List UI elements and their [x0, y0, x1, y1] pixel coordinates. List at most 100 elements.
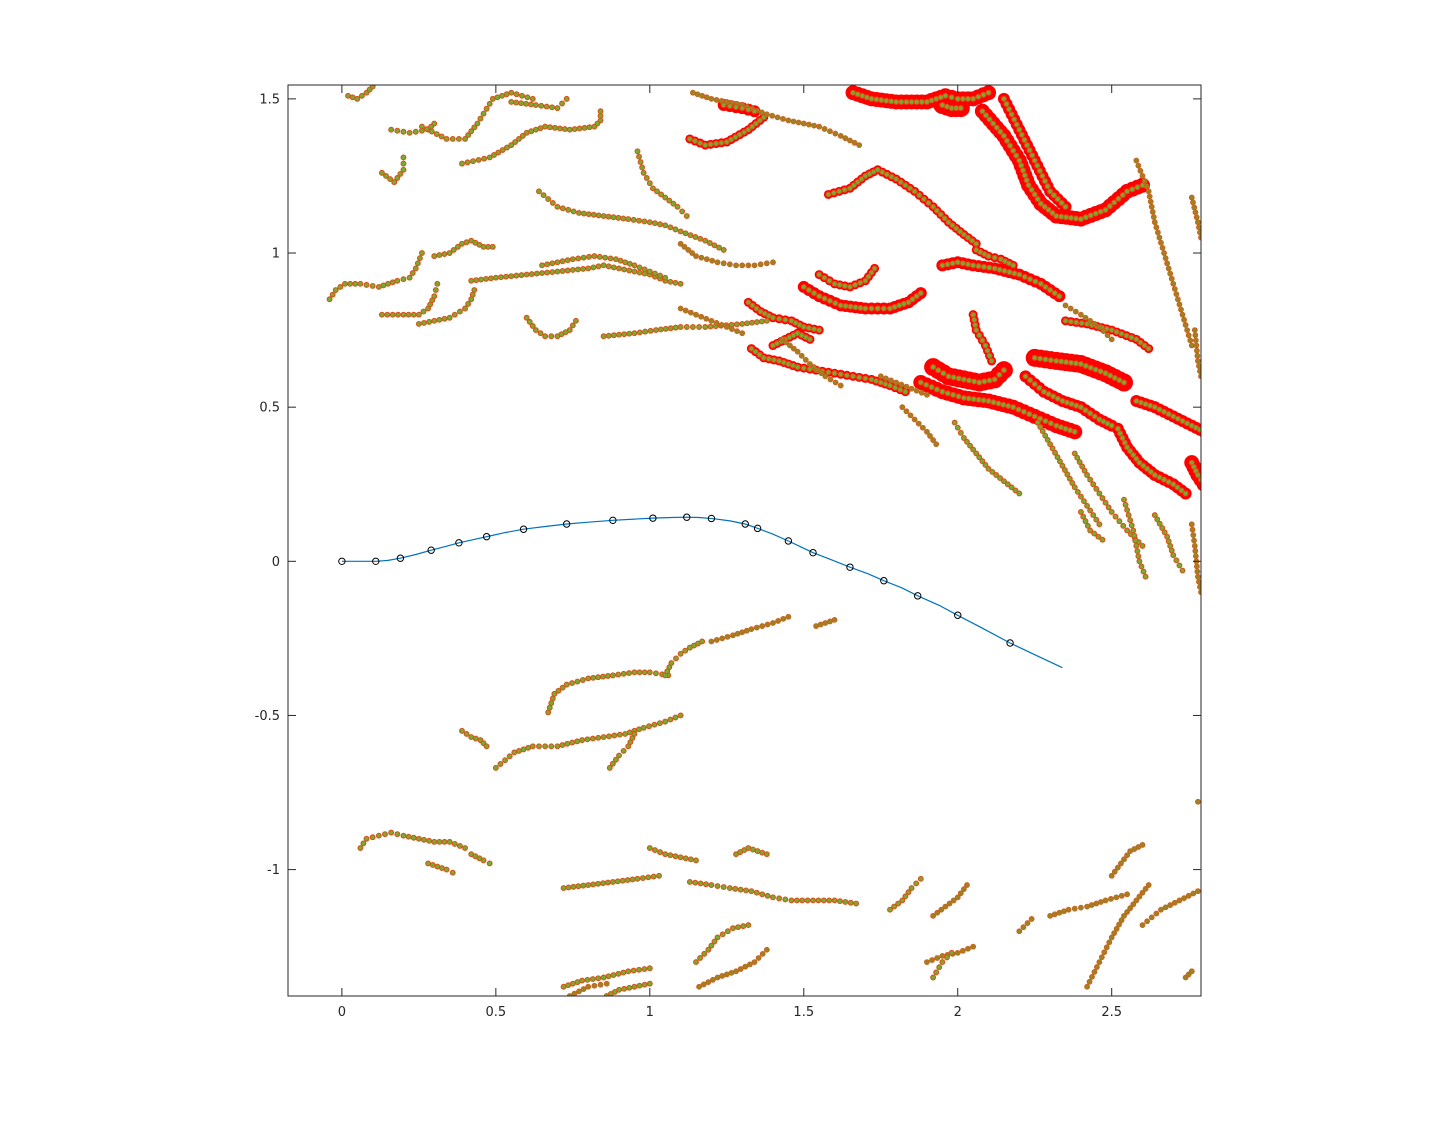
data-point	[821, 295, 828, 302]
data-point	[590, 211, 597, 218]
data-point	[495, 149, 502, 156]
data-point	[595, 674, 602, 681]
data-point	[540, 192, 547, 199]
data-point	[780, 615, 787, 622]
data-point	[832, 379, 839, 386]
data-point	[687, 232, 694, 239]
data-point	[679, 208, 686, 215]
data-point	[585, 211, 592, 218]
data-point	[616, 731, 623, 738]
data-point	[1067, 305, 1074, 312]
data-point	[1008, 484, 1015, 491]
data-point	[1078, 904, 1084, 911]
data-point	[935, 367, 942, 374]
data-point	[375, 832, 382, 839]
data-point	[865, 273, 872, 280]
data-point	[559, 205, 566, 212]
data-point	[754, 319, 760, 326]
data-point	[575, 255, 582, 262]
data-point	[606, 733, 612, 740]
data-point	[431, 253, 438, 260]
data-point	[887, 382, 893, 389]
data-point	[468, 128, 475, 135]
data-point	[746, 961, 753, 968]
trajectory-marker	[519, 525, 528, 533]
data-point	[1037, 200, 1044, 207]
data-point	[713, 319, 720, 326]
data-point	[1103, 944, 1110, 951]
data-point	[397, 170, 404, 177]
data-point	[342, 280, 348, 287]
data-point	[610, 332, 617, 339]
data-point	[600, 333, 607, 340]
data-point	[1071, 450, 1078, 457]
data-point	[719, 931, 726, 938]
data-point	[415, 311, 422, 318]
data-point	[934, 909, 941, 916]
data-point	[913, 99, 920, 105]
data-point	[674, 203, 681, 210]
data-point	[646, 669, 653, 676]
data-point	[983, 112, 989, 119]
data-point	[394, 277, 401, 284]
data-point	[1106, 939, 1113, 946]
data-point	[802, 356, 809, 363]
data-point	[552, 124, 558, 131]
data-point	[954, 259, 961, 266]
data-point	[810, 897, 816, 904]
data-point	[657, 221, 664, 228]
data-point	[959, 947, 966, 954]
data-point	[980, 91, 987, 98]
data-point	[1000, 478, 1007, 485]
data-point	[426, 318, 433, 325]
data-point	[1151, 512, 1158, 519]
data-point	[763, 317, 770, 324]
data-point	[753, 305, 760, 312]
data-point	[708, 317, 715, 324]
data-point	[662, 274, 669, 281]
data-point	[620, 747, 627, 754]
data-point	[420, 308, 427, 315]
data-point	[944, 390, 951, 397]
data-point	[1190, 199, 1196, 206]
data-point	[1129, 186, 1136, 193]
data-point	[1139, 842, 1146, 848]
data-point	[436, 838, 443, 845]
data-point	[1176, 562, 1183, 569]
data-point	[794, 364, 801, 371]
y-tick-label: 0.5	[259, 401, 280, 416]
data-point	[1096, 490, 1103, 497]
data-point	[480, 857, 487, 864]
data-point	[1108, 872, 1115, 879]
data-point	[529, 743, 536, 750]
data-point	[600, 734, 607, 740]
data-point	[631, 983, 638, 990]
data-point	[716, 244, 723, 251]
data-point	[760, 114, 767, 121]
data-point	[847, 185, 853, 192]
data-point	[1188, 521, 1195, 528]
data-point	[749, 319, 755, 326]
data-point	[940, 370, 947, 377]
data-point	[508, 89, 515, 96]
data-point	[1020, 408, 1027, 415]
trajectory-marker	[482, 532, 491, 541]
data-point	[1082, 214, 1089, 221]
data-point	[759, 891, 766, 898]
data-point	[536, 743, 542, 750]
data-point	[744, 320, 751, 327]
data-point	[1000, 132, 1007, 139]
data-point	[903, 383, 910, 390]
data-point	[1099, 495, 1106, 502]
data-point	[519, 92, 525, 99]
data-point	[756, 351, 763, 358]
data-point	[1154, 229, 1161, 236]
x-tick-label: 0	[338, 1005, 346, 1020]
data-point	[528, 101, 534, 108]
data-point	[827, 128, 833, 135]
data-point	[868, 269, 875, 276]
data-point	[705, 946, 712, 953]
data-point	[597, 981, 604, 988]
data-point	[810, 364, 817, 370]
data-point	[337, 283, 344, 290]
